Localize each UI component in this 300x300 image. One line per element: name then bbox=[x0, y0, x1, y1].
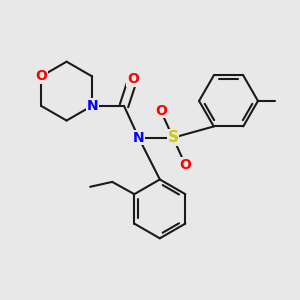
Text: N: N bbox=[133, 131, 145, 145]
Text: O: O bbox=[179, 158, 191, 172]
Text: S: S bbox=[167, 130, 178, 145]
Text: O: O bbox=[155, 104, 167, 118]
Text: N: N bbox=[86, 99, 98, 113]
Text: O: O bbox=[35, 69, 47, 83]
Text: O: O bbox=[127, 72, 139, 86]
